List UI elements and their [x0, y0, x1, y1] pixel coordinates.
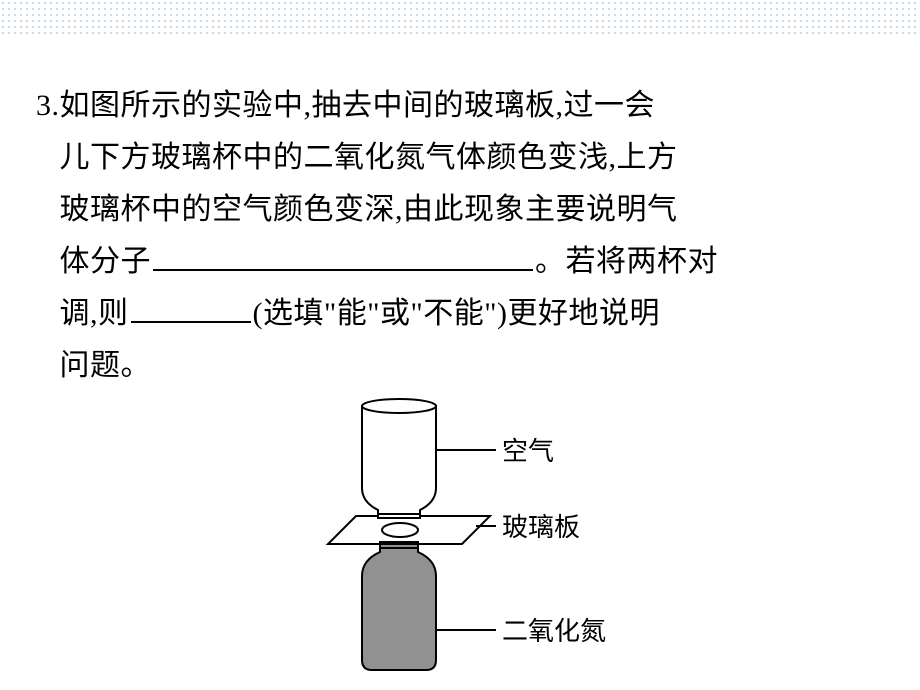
question-line-3: 玻璃杯中的空气颜色变深,由此现象主要说明气: [60, 193, 678, 226]
question-line-1: 如图所示的实验中,抽去中间的玻璃板,过一会: [60, 89, 656, 122]
bottom-bottle: [362, 542, 436, 670]
question-line-4-pre: 体分子: [60, 245, 152, 278]
fill-blank-2: [131, 298, 251, 324]
question-line-5-post: (选填"能"或"不能")更好地说明: [253, 297, 660, 330]
fill-blank-1: [153, 246, 533, 272]
label-air: 空气: [502, 437, 554, 466]
question-number: 3.: [36, 80, 60, 392]
question-line-4-post: 。若将两杯对: [535, 245, 718, 278]
question-block: 3. 如图所示的实验中,抽去中间的玻璃板,过一会 儿下方玻璃杯中的二氧化氮气体颜…: [0, 36, 920, 684]
question-line-6: 问题。: [60, 349, 152, 382]
label-no2: 二氧化氮: [502, 617, 606, 646]
glass-plate-shape: [328, 516, 490, 544]
top-bottle: [362, 399, 436, 518]
experiment-diagram: 空气 玻璃板 二氧化氮: [280, 394, 640, 684]
question-line-5-pre: 调,则: [60, 297, 129, 330]
question-paragraph: 3. 如图所示的实验中,抽去中间的玻璃板,过一会 儿下方玻璃杯中的二氧化氮气体颜…: [36, 80, 884, 392]
figure-container: 空气 玻璃板 二氧化氮: [36, 394, 884, 684]
question-line-2: 儿下方玻璃杯中的二氧化氮气体颜色变浅,上方: [60, 141, 678, 174]
decorative-dotted-band: [0, 0, 920, 36]
label-plate: 玻璃板: [502, 513, 580, 542]
question-body: 如图所示的实验中,抽去中间的玻璃板,过一会 儿下方玻璃杯中的二氧化氮气体颜色变浅…: [60, 80, 885, 392]
